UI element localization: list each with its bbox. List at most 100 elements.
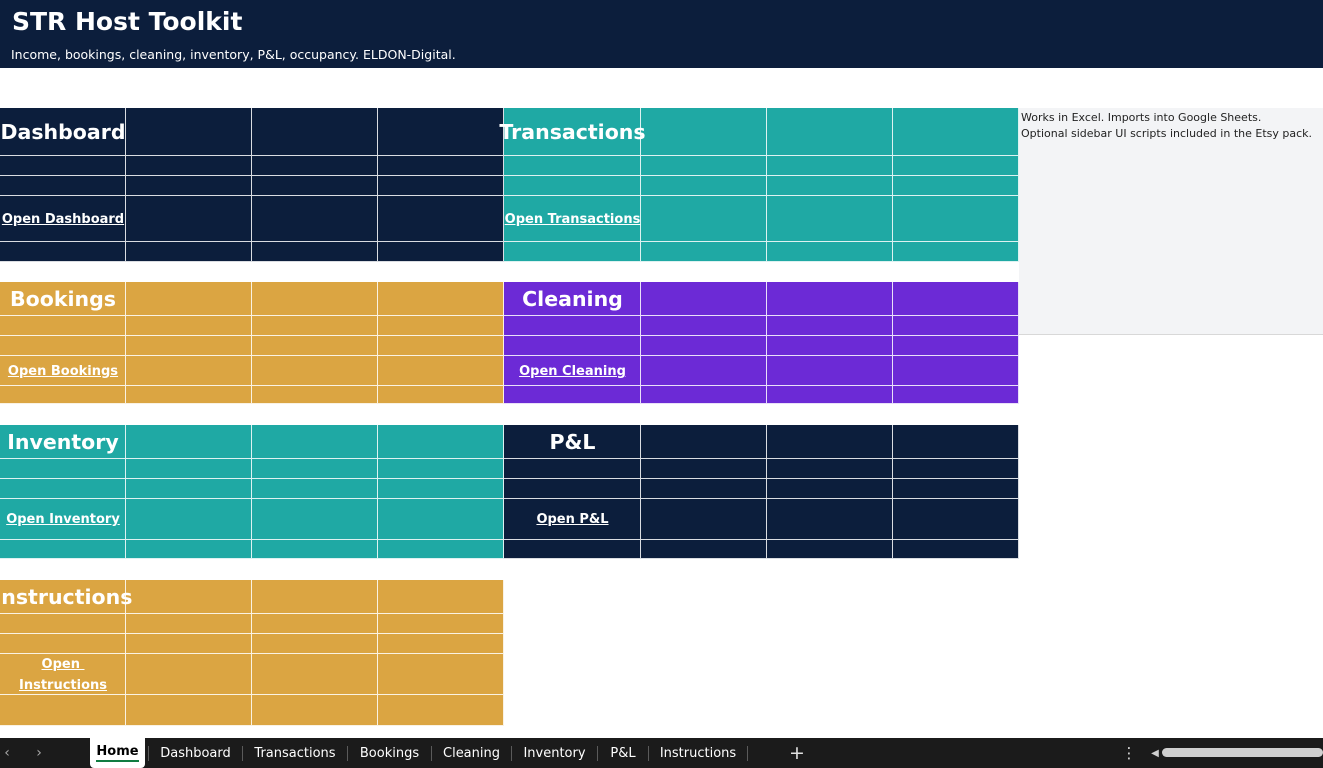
grid-cell[interactable]: [641, 459, 767, 479]
grid-cell[interactable]: [893, 156, 1019, 176]
grid-cell[interactable]: [504, 499, 641, 540]
grid-cell[interactable]: [893, 176, 1019, 196]
grid-cell[interactable]: [252, 156, 378, 176]
grid-cell[interactable]: [252, 316, 378, 336]
grid-cell[interactable]: [0, 356, 126, 386]
grid-cell[interactable]: [126, 614, 252, 634]
grid-cell[interactable]: [378, 425, 504, 459]
grid-cell[interactable]: [641, 540, 767, 559]
grid-cell[interactable]: [767, 540, 893, 559]
grid-cell[interactable]: [504, 108, 641, 156]
grid-cell[interactable]: [378, 336, 504, 356]
grid-cell[interactable]: [0, 479, 126, 499]
grid-cell[interactable]: [378, 634, 504, 654]
grid-cell[interactable]: [767, 316, 893, 336]
grid-cell[interactable]: [378, 654, 504, 695]
vertical-ellipsis-icon[interactable]: ⋮: [1121, 744, 1137, 762]
grid-cell[interactable]: [767, 242, 893, 262]
grid-cell[interactable]: [378, 580, 504, 614]
grid-cell[interactable]: [252, 540, 378, 559]
grid-cell[interactable]: [252, 654, 378, 695]
open-dashboard-link[interactable]: Open Dashboard: [1, 211, 125, 227]
grid-cell[interactable]: [767, 108, 893, 156]
grid-cell[interactable]: [378, 108, 504, 156]
grid-cell[interactable]: [893, 316, 1019, 336]
grid-cell[interactable]: [126, 540, 252, 559]
grid-cell[interactable]: [0, 499, 126, 540]
grid-cell[interactable]: [767, 356, 893, 386]
grid-cell[interactable]: [893, 540, 1019, 559]
grid-cell[interactable]: [126, 634, 252, 654]
grid-cell[interactable]: [641, 108, 767, 156]
grid-cell[interactable]: [767, 336, 893, 356]
grid-cell[interactable]: [0, 336, 126, 356]
grid-cell[interactable]: [504, 282, 641, 316]
grid-cell[interactable]: [0, 282, 126, 316]
grid-cell[interactable]: [641, 156, 767, 176]
grid-cell[interactable]: [641, 499, 767, 540]
grid-cell[interactable]: [378, 176, 504, 196]
grid-cell[interactable]: [641, 479, 767, 499]
grid-cell[interactable]: [893, 242, 1019, 262]
grid-cell[interactable]: [767, 479, 893, 499]
grid-cell[interactable]: [378, 316, 504, 336]
grid-cell[interactable]: [378, 156, 504, 176]
grid-cell[interactable]: [252, 242, 378, 262]
grid-cell[interactable]: [0, 386, 126, 404]
grid-cell[interactable]: [0, 108, 126, 156]
grid-cell[interactable]: [504, 479, 641, 499]
grid-cell[interactable]: [893, 425, 1019, 459]
grid-cell[interactable]: [252, 479, 378, 499]
grid-cell[interactable]: [893, 499, 1019, 540]
grid-cell[interactable]: [252, 614, 378, 634]
grid-cell[interactable]: [641, 242, 767, 262]
open-transactions-link[interactable]: Open Transactions: [504, 211, 641, 227]
grid-cell[interactable]: [252, 695, 378, 726]
chevron-right-icon[interactable]: ›: [36, 745, 42, 761]
grid-cell[interactable]: [641, 196, 767, 242]
grid-cell[interactable]: [378, 196, 504, 242]
grid-cell[interactable]: [767, 196, 893, 242]
grid-cell[interactable]: [126, 356, 252, 386]
grid-cell[interactable]: [378, 459, 504, 479]
grid-cell[interactable]: [504, 540, 641, 559]
tab-cleaning[interactable]: Cleaning: [443, 745, 500, 761]
grid-cell[interactable]: [0, 634, 126, 654]
open-bookings-link[interactable]: Open Bookings: [7, 363, 119, 379]
grid-cell[interactable]: [252, 634, 378, 654]
open-instructions-link[interactable]: Open Instructions: [0, 654, 126, 695]
grid-cell[interactable]: [767, 425, 893, 459]
grid-cell[interactable]: [767, 499, 893, 540]
open-cleaning-link[interactable]: Open Cleaning: [519, 363, 626, 379]
grid-cell[interactable]: [126, 580, 252, 614]
grid-cell[interactable]: [893, 479, 1019, 499]
grid-cell[interactable]: [378, 356, 504, 386]
grid-cell[interactable]: [252, 336, 378, 356]
grid-cell[interactable]: [767, 386, 893, 404]
grid-cell[interactable]: [893, 386, 1019, 404]
grid-cell[interactable]: [252, 459, 378, 479]
grid-cell[interactable]: [252, 580, 378, 614]
grid-cell[interactable]: [126, 176, 252, 196]
grid-cell[interactable]: [252, 176, 378, 196]
grid-cell[interactable]: [126, 156, 252, 176]
grid-cell[interactable]: [0, 242, 126, 262]
grid-cell[interactable]: [893, 336, 1019, 356]
grid-cell[interactable]: [0, 425, 126, 459]
open-inventory-link[interactable]: Open Inventory: [6, 512, 120, 527]
grid-cell[interactable]: [126, 425, 252, 459]
grid-cell[interactable]: [252, 282, 378, 316]
grid-cell[interactable]: [893, 196, 1019, 242]
grid-cell[interactable]: [126, 336, 252, 356]
tab-home[interactable]: Home: [90, 738, 145, 768]
grid-cell[interactable]: [767, 156, 893, 176]
tab-inventory[interactable]: Inventory: [523, 745, 586, 761]
grid-cell[interactable]: [0, 654, 126, 695]
grid-cell[interactable]: [126, 242, 252, 262]
grid-cell[interactable]: [504, 386, 641, 404]
grid-cell[interactable]: [504, 336, 641, 356]
scroll-left-arrow-icon[interactable]: ◀: [1151, 747, 1159, 759]
grid-cell[interactable]: [252, 386, 378, 404]
grid-cell[interactable]: [893, 282, 1019, 316]
grid-cell[interactable]: [378, 386, 504, 404]
